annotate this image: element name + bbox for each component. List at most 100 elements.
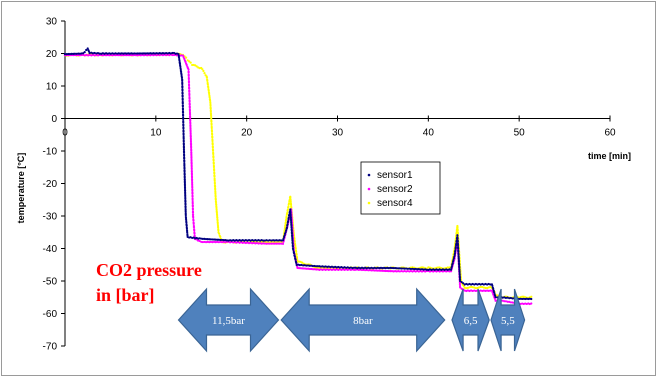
data-point	[289, 218, 293, 221]
data-point	[188, 109, 192, 113]
data-point	[210, 123, 213, 126]
data-point	[90, 51, 93, 54]
data-point	[397, 267, 400, 270]
data-point	[211, 146, 214, 149]
data-point	[203, 240, 206, 244]
data-point	[458, 270, 461, 273]
data-point	[289, 200, 292, 203]
data-point	[83, 51, 86, 54]
data-point	[211, 238, 214, 241]
data-point	[298, 264, 301, 267]
data-point	[409, 267, 413, 271]
data-point	[183, 184, 187, 188]
data-point	[465, 286, 468, 290]
data-point	[395, 267, 398, 270]
data-point	[265, 239, 268, 242]
data-point	[451, 262, 454, 265]
data-point	[201, 237, 204, 241]
data-point	[508, 300, 511, 304]
data-point	[456, 229, 459, 232]
data-point	[188, 113, 192, 116]
data-point	[212, 159, 215, 162]
data-point	[141, 52, 144, 55]
pressure-arrows: 11,5bar 8bar 6,5 5,5	[177, 287, 526, 353]
data-point	[189, 125, 192, 129]
data-point	[182, 143, 185, 146]
data-point	[184, 197, 187, 200]
legend: sensor1 sensor2 sensor4	[360, 161, 441, 215]
data-point	[182, 121, 185, 124]
data-point	[459, 286, 462, 289]
data-point	[494, 299, 497, 302]
data-point	[504, 296, 508, 299]
data-point	[211, 133, 214, 136]
data-point	[213, 178, 216, 182]
data-point	[171, 51, 174, 55]
data-point	[213, 185, 217, 188]
data-point	[198, 239, 201, 243]
data-point	[210, 117, 213, 120]
data-point	[268, 239, 271, 242]
data-point	[91, 52, 94, 55]
data-point	[456, 237, 459, 240]
y-tick-label: 20	[46, 49, 58, 60]
data-point	[373, 269, 376, 272]
y-tick-label: -40	[43, 244, 58, 255]
data-point	[210, 130, 214, 133]
data-point	[352, 266, 356, 269]
data-point	[191, 208, 194, 211]
data-point	[389, 266, 392, 269]
data-point	[209, 238, 212, 241]
data-point	[193, 232, 196, 235]
data-point	[275, 242, 278, 245]
data-point	[214, 201, 218, 205]
data-point	[289, 213, 292, 216]
data-point	[458, 263, 461, 266]
data-point	[125, 54, 128, 57]
data-point	[509, 296, 513, 300]
data-point	[215, 205, 218, 208]
data-point	[210, 126, 213, 130]
data-point	[183, 183, 187, 186]
data-point	[280, 239, 283, 242]
data-point	[458, 276, 462, 279]
data-point	[506, 300, 509, 303]
data-point	[389, 270, 392, 273]
data-point	[289, 196, 292, 200]
data-point	[292, 252, 296, 255]
y-tick-label: -10	[43, 147, 58, 158]
data-point	[469, 285, 473, 289]
data-point	[182, 146, 186, 149]
data-point	[133, 52, 136, 55]
data-point	[287, 220, 290, 223]
data-point	[530, 297, 533, 301]
data-point	[284, 231, 287, 234]
data-point	[212, 238, 216, 241]
data-point	[96, 54, 100, 57]
data-point	[182, 151, 186, 154]
data-point	[203, 237, 206, 240]
data-point	[181, 79, 184, 82]
data-point	[187, 71, 190, 74]
data-point	[286, 208, 289, 211]
data-point	[91, 53, 95, 56]
data-point	[191, 202, 194, 205]
data-point	[188, 100, 191, 103]
data-point	[457, 250, 460, 253]
data-point	[185, 227, 189, 230]
data-point	[191, 213, 195, 216]
data-point	[280, 242, 283, 245]
data-point	[178, 62, 182, 65]
data-point	[131, 52, 135, 55]
data-point	[291, 245, 294, 248]
data-point	[190, 170, 193, 173]
data-point	[209, 101, 212, 104]
data-point	[289, 211, 292, 214]
data-point	[491, 291, 494, 294]
data-point	[494, 295, 497, 299]
legend-entry-sensor4: sensor4	[377, 198, 413, 209]
data-point	[218, 232, 221, 235]
data-point	[453, 255, 456, 258]
data-point	[370, 269, 373, 272]
data-point	[503, 300, 506, 303]
